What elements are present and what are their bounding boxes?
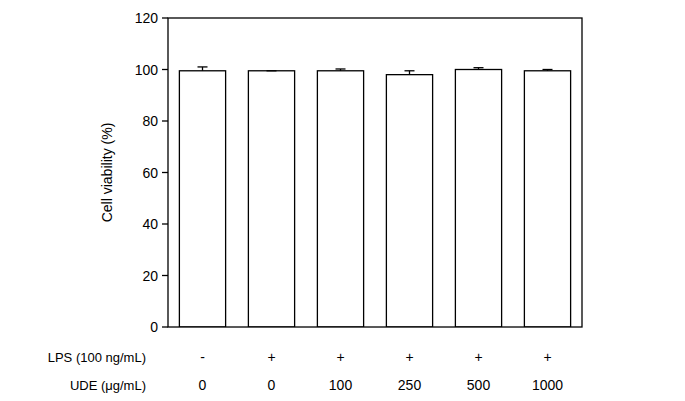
- lps-label: +: [405, 349, 413, 365]
- x-tick-label: 250: [398, 377, 422, 393]
- error-bar: [198, 67, 208, 71]
- lps-label: +: [336, 349, 344, 365]
- y-tick: [162, 69, 168, 70]
- y-tick: [162, 326, 168, 327]
- x-tick-label: 500: [467, 377, 491, 393]
- plot-frame: [168, 18, 582, 327]
- error-bar: [405, 71, 415, 75]
- y-tick: [162, 120, 168, 121]
- lps-label: +: [267, 349, 275, 365]
- chart-svg: 0 20 40 60 80 100 120 Cell viability (%) LPS (10…: [0, 0, 685, 401]
- bar: [386, 75, 432, 327]
- bar: [455, 70, 501, 328]
- error-bar: [336, 69, 346, 71]
- y-tick-label: 120: [135, 10, 159, 26]
- y-tick-label: 40: [142, 216, 158, 232]
- error-bar: [543, 70, 553, 71]
- bars: [179, 67, 570, 327]
- error-bar: [474, 68, 484, 70]
- error-bar: [267, 70, 277, 71]
- lps-label: +: [543, 349, 551, 365]
- y-tick-label: 80: [142, 113, 158, 129]
- row-label: UDE (μg/mL): [70, 378, 146, 393]
- y-tick-label: 0: [150, 319, 158, 335]
- y-tick-label: 20: [142, 268, 158, 284]
- y-tick: [162, 223, 168, 224]
- bar: [317, 71, 363, 327]
- x-tick-label: 1000: [532, 377, 563, 393]
- x-tick-label: 0: [199, 377, 207, 393]
- y-tick: [162, 275, 168, 276]
- lps-label: -: [200, 349, 205, 365]
- chart-container: 0 20 40 60 80 100 120 Cell viability (%) LPS (10…: [0, 0, 685, 401]
- y-axis-label: Cell viability (%): [99, 123, 115, 223]
- y-tick-label: 100: [135, 62, 159, 78]
- x-tick-label: 0: [268, 377, 276, 393]
- bar: [524, 71, 570, 327]
- lps-label: +: [474, 349, 482, 365]
- y-tick-label: 60: [142, 165, 158, 181]
- y-tick: [162, 172, 168, 173]
- bar: [179, 71, 225, 327]
- bar: [248, 71, 294, 327]
- y-tick: [162, 17, 168, 18]
- row-label: LPS (100 ng/mL): [48, 350, 146, 365]
- x-tick-label: 100: [329, 377, 353, 393]
